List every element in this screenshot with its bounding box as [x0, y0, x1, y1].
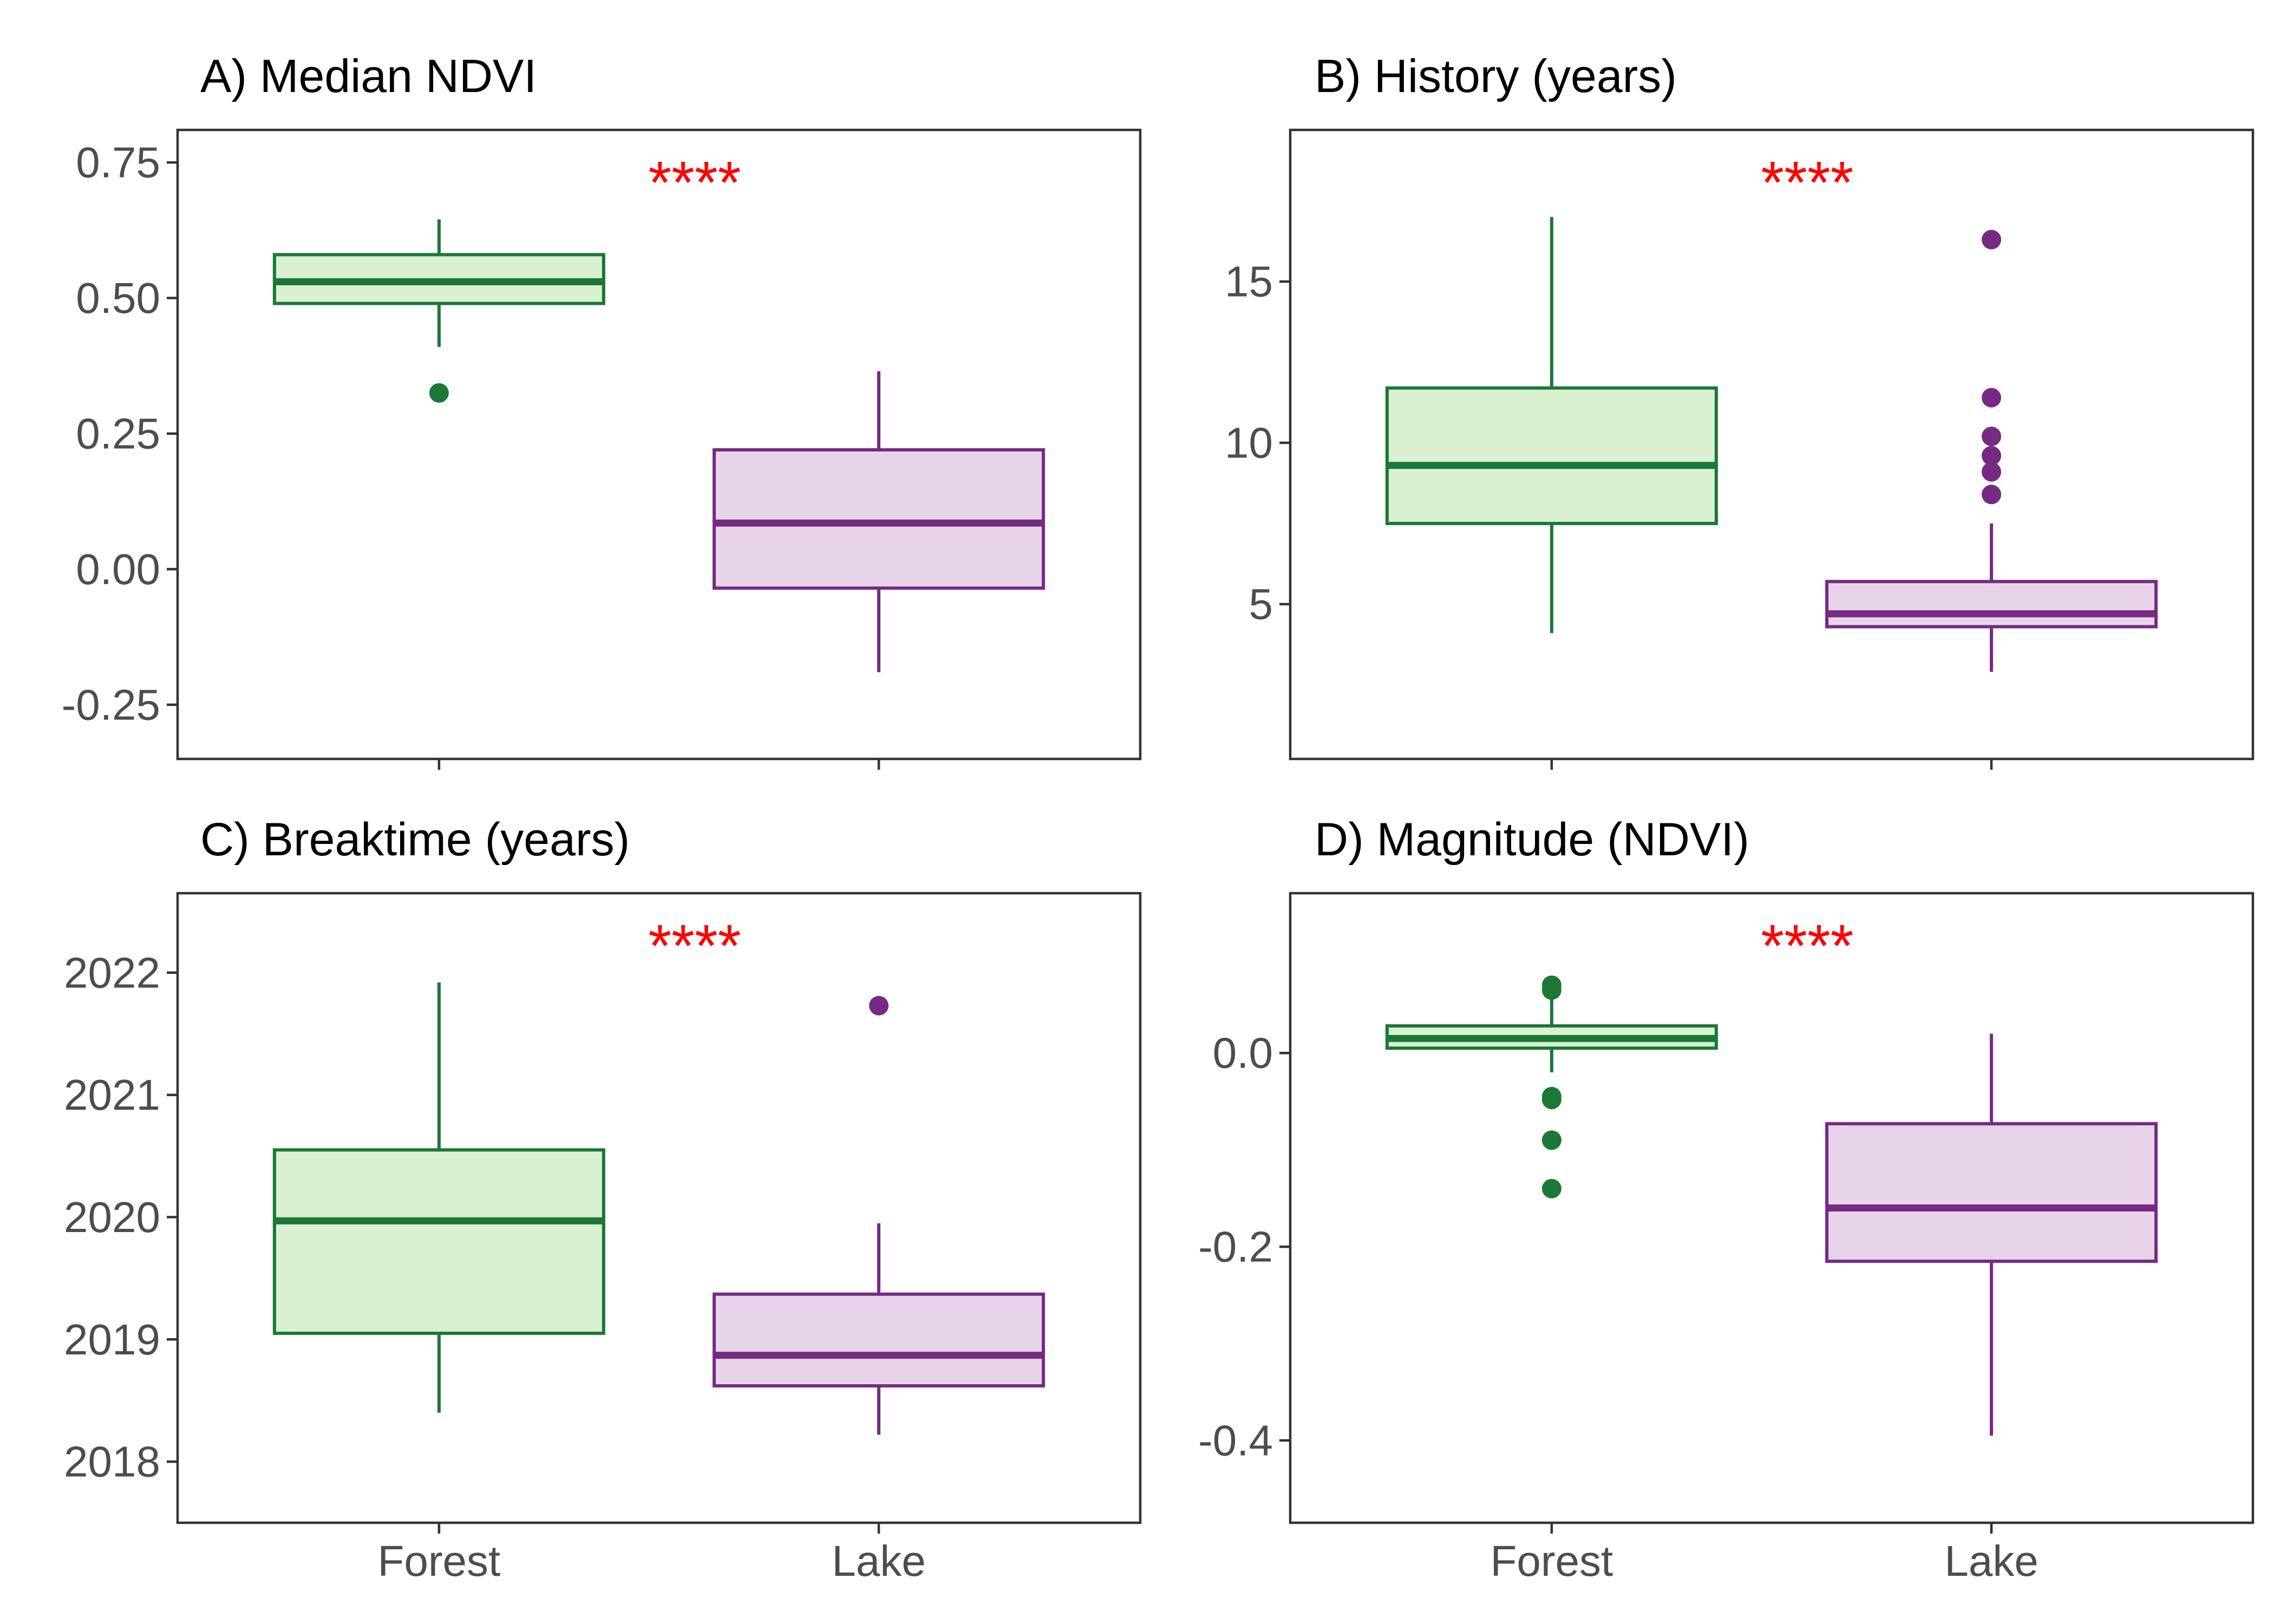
y-tick-label: 0.0 [1213, 1029, 1273, 1077]
outlier-point [1541, 1130, 1561, 1150]
outlier-point [1982, 462, 2002, 482]
outlier-point [1982, 388, 2002, 408]
panel-d-frame [1289, 892, 2255, 1524]
panel-d: D) Magnitude (NDVI) 0.0 -0.2 -0.4 Forest Lak… [1198, 814, 2255, 1585]
y-tick-label: 0.25 [76, 409, 160, 457]
box-iqr [1385, 386, 1718, 525]
panel-d-significance: **** [1761, 913, 1853, 979]
panel-c-title: C) Breaktime (years) [200, 814, 630, 866]
panel-c-marks: 2022 2021 2020 2019 2018 Forest Lake [64, 948, 1045, 1585]
y-tick-label: 10 [1225, 419, 1273, 467]
x-tick-label: Forest [1491, 1537, 1613, 1585]
y-tick-label: 0.75 [76, 139, 160, 187]
panel-c-frame [176, 892, 1142, 1524]
outlier-point [1541, 1178, 1561, 1199]
box-iqr [713, 1292, 1045, 1388]
y-tick-label: 0.00 [76, 545, 160, 593]
panel-a-marks: 0.75 0.50 0.25 0.00 -0.25 [62, 139, 1045, 770]
y-tick-label: 5 [1249, 580, 1273, 628]
panel-d-title: D) Magnitude (NDVI) [1315, 814, 1749, 866]
panel-a-title: A) Median NDVI [200, 50, 537, 102]
y-tick-label: 2021 [64, 1071, 160, 1119]
outlier-point [1982, 484, 2002, 505]
panel-c: C) Breaktime (years) 2022 2021 2020 2019 201… [64, 814, 1142, 1585]
y-tick-label: 2018 [64, 1438, 160, 1486]
panel-b-title: B) History (years) [1315, 50, 1677, 102]
panel-b: B) History (years) 15 10 5 **** [1225, 50, 2255, 770]
box-iqr [1825, 580, 2158, 628]
box-iqr [1825, 1122, 2158, 1263]
panel-b-marks: 15 10 5 [1225, 217, 2158, 770]
panel-a-frame [176, 128, 1142, 761]
outlier-point [869, 996, 889, 1016]
y-tick-label: 15 [1225, 258, 1273, 306]
x-tick-label: Lake [832, 1537, 925, 1585]
panel-b-significance: **** [1761, 149, 1853, 216]
panel-d-marks: 0.0 -0.2 -0.4 Forest Lake [1198, 975, 2158, 1585]
box-iqr [272, 1148, 605, 1335]
y-tick-label: -0.4 [1198, 1416, 1273, 1464]
panel-a: A) Median NDVI 0.75 0.50 0.25 0.00 -0.25 ***… [62, 50, 1142, 770]
panel-c-significance: **** [648, 913, 741, 979]
panel-b-frame [1289, 128, 2255, 761]
y-tick-label: -0.25 [62, 680, 160, 729]
outlier-point [1982, 446, 2002, 466]
y-tick-label: 2022 [64, 948, 160, 997]
x-tick-label: Forest [378, 1537, 501, 1585]
outlier-point [1541, 980, 1561, 1000]
outlier-point [429, 383, 449, 403]
outlier-point [1982, 427, 2002, 447]
box-iqr [713, 448, 1045, 590]
y-tick-label: 2019 [64, 1315, 160, 1364]
panel-a-significance: **** [648, 149, 741, 216]
y-tick-label: 0.50 [76, 274, 160, 322]
x-tick-label: Lake [1944, 1537, 2038, 1585]
y-tick-label: -0.2 [1198, 1223, 1273, 1271]
outlier-point [1982, 230, 2002, 250]
outlier-point [1541, 1090, 1561, 1110]
y-tick-label: 2020 [64, 1193, 160, 1241]
